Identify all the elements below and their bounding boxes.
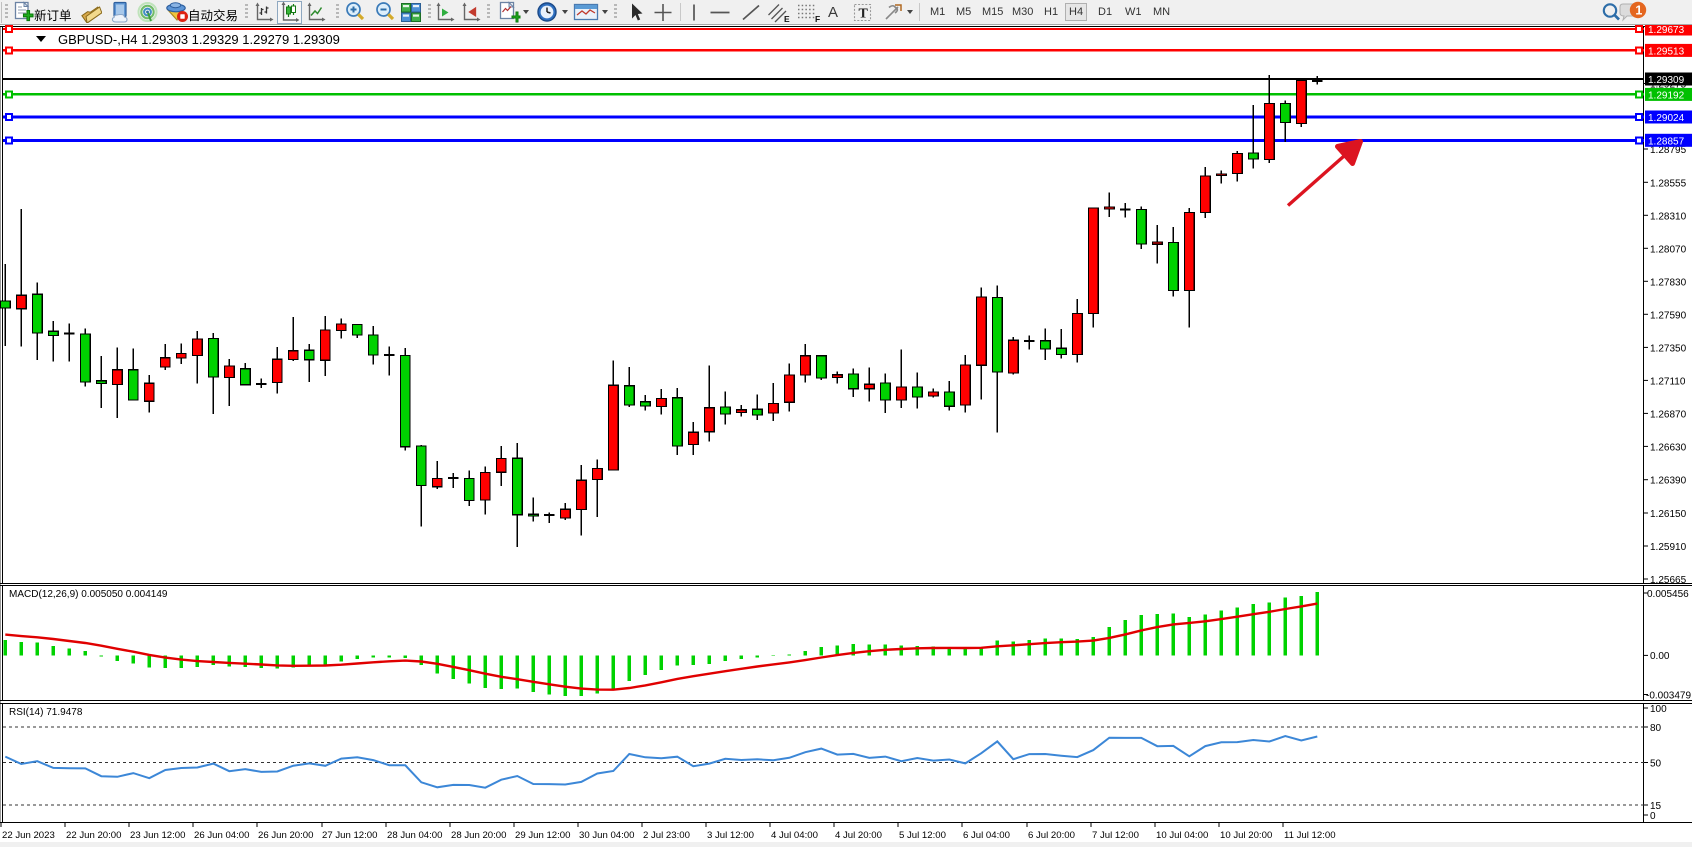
svg-text:5 Jul 12:00: 5 Jul 12:00 (899, 830, 946, 841)
svg-text:28 Jun 04:00: 28 Jun 04:00 (387, 830, 442, 841)
svg-text:80: 80 (1650, 723, 1662, 734)
svg-text:1.27830: 1.27830 (1650, 277, 1687, 288)
svg-text:10 Jul 04:00: 10 Jul 04:00 (1156, 830, 1208, 841)
svg-text:15: 15 (1650, 801, 1662, 812)
svg-text:1.26150: 1.26150 (1650, 509, 1687, 520)
svg-text:1.25910: 1.25910 (1650, 542, 1687, 553)
svg-text:2 Jul 23:00: 2 Jul 23:00 (643, 830, 690, 841)
svg-text:1.29673: 1.29673 (1648, 25, 1685, 36)
svg-text:1.27350: 1.27350 (1650, 343, 1687, 354)
svg-text:1.29513: 1.29513 (1648, 46, 1685, 57)
svg-text:6 Jul 20:00: 6 Jul 20:00 (1028, 830, 1075, 841)
svg-text:29 Jun 12:00: 29 Jun 12:00 (515, 830, 570, 841)
svg-text:1.29024: 1.29024 (1648, 113, 1685, 124)
svg-text:-0.003479: -0.003479 (1646, 691, 1691, 702)
svg-text:1.28795: 1.28795 (1650, 145, 1687, 156)
svg-text:26 Jun 20:00: 26 Jun 20:00 (258, 830, 313, 841)
svg-text:1: 1 (1635, 4, 1642, 18)
svg-text:E: E (784, 14, 790, 23)
svg-text:26 Jun 04:00: 26 Jun 04:00 (194, 830, 249, 841)
svg-text:11 Jul 12:00: 11 Jul 12:00 (1284, 830, 1336, 841)
svg-text:0: 0 (1650, 811, 1656, 822)
svg-text:T: T (859, 7, 869, 22)
svg-text:22 Jun 2023: 22 Jun 2023 (2, 830, 55, 841)
svg-text:50: 50 (1650, 759, 1662, 770)
svg-text:RSI(14) 71.9478: RSI(14) 71.9478 (9, 707, 83, 718)
svg-text:22 Jun 20:00: 22 Jun 20:00 (66, 830, 121, 841)
svg-text:1.28555: 1.28555 (1650, 178, 1687, 189)
svg-text:1.26870: 1.26870 (1650, 409, 1687, 420)
svg-text:F: F (815, 14, 820, 23)
svg-text:6 Jul 04:00: 6 Jul 04:00 (963, 830, 1010, 841)
svg-text:100: 100 (1650, 704, 1667, 715)
svg-text:1.26630: 1.26630 (1650, 442, 1687, 453)
svg-text:1.29309: 1.29309 (1648, 75, 1685, 86)
svg-text:1.25665: 1.25665 (1650, 575, 1687, 586)
svg-text:0.005456: 0.005456 (1647, 589, 1689, 600)
svg-text:1.27590: 1.27590 (1650, 310, 1687, 321)
svg-text:1.29192: 1.29192 (1648, 90, 1685, 101)
svg-text:4 Jul 20:00: 4 Jul 20:00 (835, 830, 882, 841)
svg-text:1.28857: 1.28857 (1648, 136, 1685, 147)
svg-text:3 Jul 12:00: 3 Jul 12:00 (707, 830, 754, 841)
svg-text:7 Jul 12:00: 7 Jul 12:00 (1092, 830, 1139, 841)
svg-text:23 Jun 12:00: 23 Jun 12:00 (130, 830, 185, 841)
svg-text:GBPUSD-,H4 1.29303 1.29329 1.: GBPUSD-,H4 1.29303 1.29329 1.29279 1.293… (58, 32, 340, 47)
svg-text:1.28070: 1.28070 (1650, 244, 1687, 255)
svg-text:1.26390: 1.26390 (1650, 476, 1687, 487)
svg-text:MACD(12,26,9) 0.005050 0.00414: MACD(12,26,9) 0.005050 0.004149 (9, 589, 168, 600)
svg-text:4 Jul 04:00: 4 Jul 04:00 (771, 830, 818, 841)
svg-text:1.28310: 1.28310 (1650, 211, 1687, 222)
svg-text:30 Jun 04:00: 30 Jun 04:00 (579, 830, 634, 841)
svg-text:1.27110: 1.27110 (1650, 376, 1686, 387)
svg-text:10 Jul 20:00: 10 Jul 20:00 (1220, 830, 1272, 841)
svg-text:0.00: 0.00 (1650, 651, 1670, 662)
svg-text:27 Jun 12:00: 27 Jun 12:00 (322, 830, 377, 841)
svg-text:28 Jun 20:00: 28 Jun 20:00 (451, 830, 506, 841)
